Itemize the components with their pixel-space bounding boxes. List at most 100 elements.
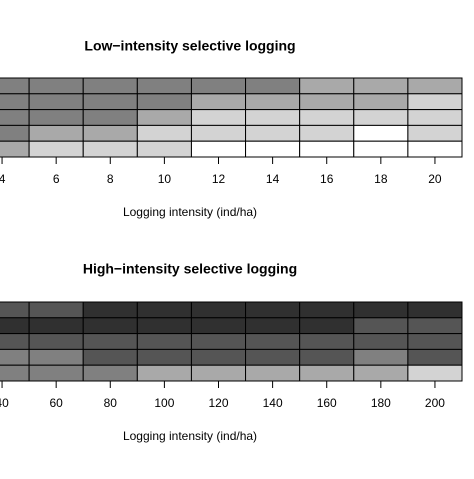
heat-cell — [190, 333, 247, 350]
panel-title: Low−intensity selective logging — [84, 38, 295, 54]
heat-cell — [82, 109, 138, 126]
heat-cell — [136, 317, 192, 335]
heat-cell — [299, 301, 355, 319]
heat-cell — [28, 333, 84, 350]
heat-cell — [190, 77, 247, 95]
heat-cell — [82, 140, 138, 158]
heat-cell — [407, 109, 463, 126]
heat-cell — [190, 348, 247, 366]
heat-cell — [245, 301, 301, 319]
heat-cell — [353, 77, 409, 95]
heat-cell — [407, 333, 463, 350]
x-tick-label: 80 — [104, 396, 118, 410]
heat-cell — [28, 109, 84, 126]
heat-cell — [0, 301, 30, 319]
heat-cell — [28, 317, 84, 335]
heat-cell — [245, 348, 301, 366]
heat-cell — [407, 77, 463, 95]
heat-cell — [28, 93, 84, 111]
x-tick-label: 180 — [371, 396, 391, 410]
x-tick-label: 18 — [374, 172, 388, 186]
x-tick-label: 12 — [212, 172, 226, 186]
heat-cell — [407, 364, 463, 382]
heat-cell — [353, 364, 409, 382]
heat-cell — [0, 109, 30, 126]
heat-cell — [407, 93, 463, 111]
heat-cell — [353, 124, 409, 142]
heat-cell — [190, 364, 247, 382]
heat-cell — [407, 317, 463, 335]
heat-cell — [299, 93, 355, 111]
heat-cell — [82, 317, 138, 335]
x-tick-label: 160 — [317, 396, 337, 410]
x-tick-label: 60 — [49, 396, 63, 410]
panel-title: High−intensity selective logging — [83, 261, 297, 277]
heat-cell — [190, 301, 247, 319]
heat-cell — [190, 93, 247, 111]
heat-cell — [28, 124, 84, 142]
heat-cell — [353, 333, 409, 350]
heat-cell — [82, 333, 138, 350]
heat-cell — [245, 77, 301, 95]
heat-cell — [353, 348, 409, 366]
x-tick-label: 100 — [154, 396, 174, 410]
heat-cell — [353, 317, 409, 335]
heat-cell — [82, 301, 138, 319]
x-tick-label: 200 — [425, 396, 445, 410]
heat-cell — [136, 77, 192, 95]
heat-cell — [299, 124, 355, 142]
heat-cell — [299, 77, 355, 95]
heat-cell — [28, 77, 84, 95]
x-tick-label: 16 — [320, 172, 334, 186]
heat-cell — [299, 109, 355, 126]
heat-cell — [28, 364, 84, 382]
x-tick-label: 40 — [0, 396, 9, 410]
heat-cell — [190, 140, 247, 158]
heat-cell — [407, 301, 463, 319]
heat-cell — [0, 140, 30, 158]
heat-cell — [0, 93, 30, 111]
heat-cell — [353, 140, 409, 158]
x-axis-label: Logging intensity (ind/ha) — [123, 205, 257, 219]
heat-cell — [136, 109, 192, 126]
heat-cell — [0, 348, 30, 366]
heat-cell — [136, 93, 192, 111]
heat-cell — [299, 348, 355, 366]
heat-cell — [353, 93, 409, 111]
x-tick-label: 14 — [266, 172, 280, 186]
x-tick-label: 120 — [208, 396, 228, 410]
x-tick-label: 10 — [158, 172, 172, 186]
heat-cell — [299, 140, 355, 158]
heat-cell — [82, 77, 138, 95]
heat-cell — [28, 348, 84, 366]
heat-cell — [82, 93, 138, 111]
heat-cell — [190, 317, 247, 335]
heat-cell — [82, 364, 138, 382]
heat-cell — [136, 364, 192, 382]
heat-cell — [0, 77, 30, 95]
heat-cell — [245, 93, 301, 111]
heat-cell — [245, 124, 301, 142]
heat-cell — [353, 301, 409, 319]
heat-cell — [28, 301, 84, 319]
heat-cell — [0, 317, 30, 335]
heat-cell — [136, 301, 192, 319]
x-axis-label: Logging intensity (ind/ha) — [123, 429, 257, 443]
heat-cell — [299, 364, 355, 382]
heat-cell — [245, 333, 301, 350]
heat-cell — [245, 109, 301, 126]
x-tick-label: 4 — [0, 172, 6, 186]
heat-cell — [136, 140, 192, 158]
heat-cell — [0, 364, 30, 382]
heat-cell — [190, 109, 247, 126]
heat-cell — [353, 109, 409, 126]
heat-cell — [407, 140, 463, 158]
heat-cell — [136, 124, 192, 142]
heat-cell — [299, 333, 355, 350]
heat-cell — [82, 124, 138, 142]
heat-cell — [407, 348, 463, 366]
heat-cell — [245, 317, 301, 335]
heat-cell — [190, 124, 247, 142]
